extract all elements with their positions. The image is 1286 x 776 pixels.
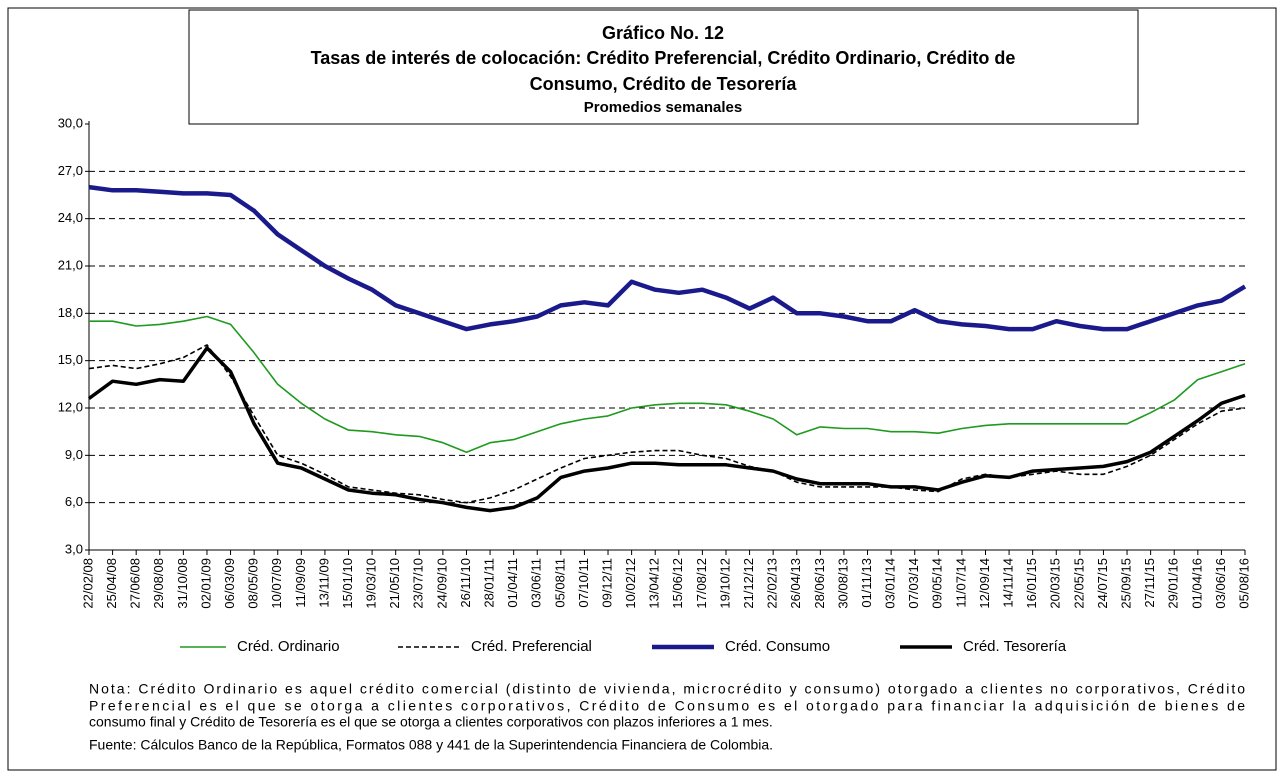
- x-tick-label: 03/06/11: [529, 558, 544, 608]
- x-tick-label: 15/06/12: [670, 558, 685, 609]
- legend-label: Créd. Preferencial: [471, 638, 592, 655]
- x-tick-label: 30/08/13: [835, 558, 850, 609]
- chart-title: Gráfico No. 12: [602, 23, 724, 43]
- x-tick-label: 19/03/10: [364, 558, 379, 609]
- y-tick-label: 3,0: [65, 541, 83, 556]
- x-tick-label: 03/06/16: [1213, 558, 1228, 609]
- x-tick-label: 03/01/14: [883, 558, 898, 609]
- x-tick-label: 05/08/16: [1236, 558, 1251, 609]
- y-tick-label: 24,0: [58, 210, 83, 225]
- x-tick-label: 21/12/12: [741, 558, 756, 609]
- x-tick-label: 29/01/16: [1166, 558, 1181, 609]
- y-tick-label: 12,0: [58, 399, 83, 414]
- x-tick-label: 15/01/10: [340, 558, 355, 609]
- x-tick-label: 08/05/09: [246, 558, 261, 609]
- y-tick-label: 21,0: [58, 257, 83, 272]
- x-tick-label: 27/11/15: [1142, 558, 1157, 608]
- y-tick-label: 30,0: [58, 115, 83, 130]
- x-tick-label: 09/12/11: [599, 558, 614, 608]
- title-box: [188, 9, 1139, 125]
- x-tick-label: 12/09/14: [977, 558, 992, 609]
- x-tick-label: 07/03/14: [906, 558, 921, 609]
- x-tick-label: 24/09/10: [434, 558, 449, 609]
- x-tick-label: 28/06/13: [812, 558, 827, 609]
- x-tick-label: 27/06/08: [128, 558, 143, 609]
- x-tick-label: 01/11/13: [859, 558, 874, 608]
- x-tick-label: 11/07/14: [953, 558, 968, 608]
- x-tick-label: 13/11/09: [316, 558, 331, 608]
- x-tick-label: 26/04/13: [788, 558, 803, 609]
- x-tick-label: 24/07/15: [1095, 558, 1110, 609]
- x-tick-label: 11/09/09: [293, 558, 308, 608]
- x-tick-label: 10/02/12: [623, 558, 638, 609]
- series-line: [87, 346, 1246, 513]
- series-line: [89, 315, 1246, 454]
- x-tick-label: 01/04/11: [505, 558, 520, 608]
- chart-title: Tasas de interés de colocación: Crédito …: [311, 48, 1016, 68]
- x-tick-label: 21/05/10: [387, 558, 402, 609]
- x-tick-label: 22/02/13: [765, 558, 780, 609]
- series-line: [88, 184, 1247, 332]
- x-tick-label: 25/09/15: [1118, 558, 1133, 609]
- chart-title: Consumo, Crédito de Tesorería: [530, 74, 798, 94]
- note: Nota: Crédito Ordinario es aquel crédito…: [89, 681, 1245, 697]
- x-tick-label: 05/08/11: [552, 558, 567, 608]
- chart-subtitle: Promedios semanales: [584, 99, 742, 116]
- x-tick-label: 20/03/15: [1048, 558, 1063, 609]
- note: Fuente: Cálculos Banco de la República, …: [89, 737, 773, 753]
- x-tick-label: 01/04/16: [1189, 558, 1204, 609]
- x-tick-label: 25/04/08: [104, 558, 119, 609]
- x-tick-label: 13/04/12: [647, 558, 662, 609]
- x-tick-label: 22/02/08: [80, 558, 95, 609]
- y-tick-label: 18,0: [58, 305, 83, 320]
- y-tick-label: 15,0: [58, 352, 83, 367]
- x-tick-label: 16/01/15: [1024, 558, 1039, 609]
- x-tick-label: 29/08/08: [151, 558, 166, 609]
- chart-border: [7, 7, 1277, 771]
- x-tick-label: 06/03/09: [222, 558, 237, 609]
- series-line: [88, 344, 1246, 504]
- x-tick-label: 28/01/11: [481, 558, 496, 608]
- legend-label: Créd. Consumo: [725, 638, 830, 655]
- legend-label: Créd. Ordinario: [237, 638, 340, 655]
- y-tick-label: 6,0: [65, 494, 83, 509]
- note: consumo final y Crédito de Tesorería es …: [89, 714, 773, 730]
- x-tick-label: 31/10/08: [175, 558, 190, 609]
- x-tick-label: 26/11/10: [458, 558, 473, 608]
- x-tick-label: 19/10/12: [717, 558, 732, 609]
- y-tick-label: 9,0: [65, 447, 83, 462]
- x-tick-label: 02/01/09: [198, 558, 213, 609]
- legend-label: Créd. Tesorería: [963, 638, 1067, 655]
- x-tick-label: 10/07/09: [269, 558, 284, 609]
- x-tick-label: 22/05/15: [1071, 558, 1086, 609]
- x-tick-label: 14/11/14: [1001, 558, 1016, 608]
- y-tick-label: 27,0: [58, 163, 83, 178]
- x-tick-label: 09/05/14: [930, 558, 945, 609]
- x-tick-label: 17/08/12: [694, 558, 709, 609]
- x-tick-label: 07/10/11: [576, 558, 591, 608]
- x-tick-label: 23/07/10: [411, 558, 426, 609]
